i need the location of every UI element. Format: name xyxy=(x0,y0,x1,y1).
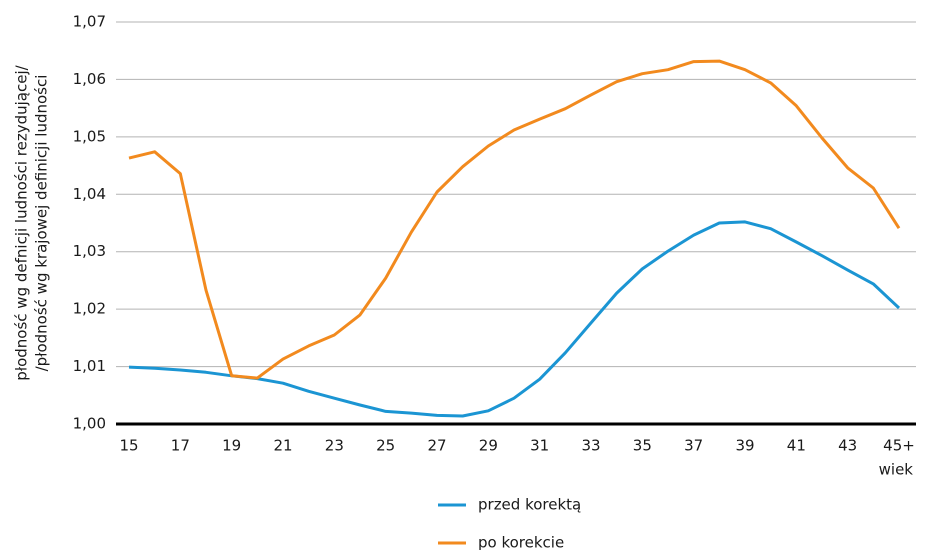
x-tick-label: 39 xyxy=(735,437,754,455)
x-tick-label: 23 xyxy=(325,437,344,455)
x-tick-label: 27 xyxy=(427,437,446,455)
x-tick-label: 17 xyxy=(171,437,190,455)
legend-label: po korekcie xyxy=(478,534,564,550)
x-tick-label: 33 xyxy=(581,437,600,455)
y-tick-label: 1,01 xyxy=(73,357,106,375)
x-tick-label: 37 xyxy=(684,437,703,455)
y-tick-label: 1,03 xyxy=(73,242,106,260)
y-axis-label: płodność wg defnicji ludności rezydujące… xyxy=(13,64,31,380)
x-tick-label: 15 xyxy=(119,437,138,455)
y-tick-label: 1,04 xyxy=(73,185,106,203)
x-tick-label: 25 xyxy=(376,437,395,455)
x-axis-label: wiek xyxy=(879,461,914,479)
y-tick-label: 1,05 xyxy=(73,127,106,145)
line-series xyxy=(128,220,901,418)
y-tick-label: 1,02 xyxy=(73,300,106,318)
line-series xyxy=(128,59,901,380)
x-tick-label: 29 xyxy=(479,437,498,455)
x-tick-label: 31 xyxy=(530,437,549,455)
y-tick-label: 1,07 xyxy=(73,13,106,31)
y-tick-label: 1,06 xyxy=(73,70,106,88)
legend-label: przed korektą xyxy=(478,496,581,514)
x-tick-label: 35 xyxy=(633,437,652,455)
x-tick-label: 19 xyxy=(222,437,241,455)
x-tick-label: 41 xyxy=(787,437,806,455)
x-tick-label: 45+ xyxy=(883,437,915,455)
x-tick-label: 21 xyxy=(273,437,292,455)
y-axis-label: /płodność wg krajowej definicji ludności xyxy=(33,75,51,372)
x-tick-label: 43 xyxy=(838,437,857,455)
y-tick-label: 1,00 xyxy=(73,415,106,433)
